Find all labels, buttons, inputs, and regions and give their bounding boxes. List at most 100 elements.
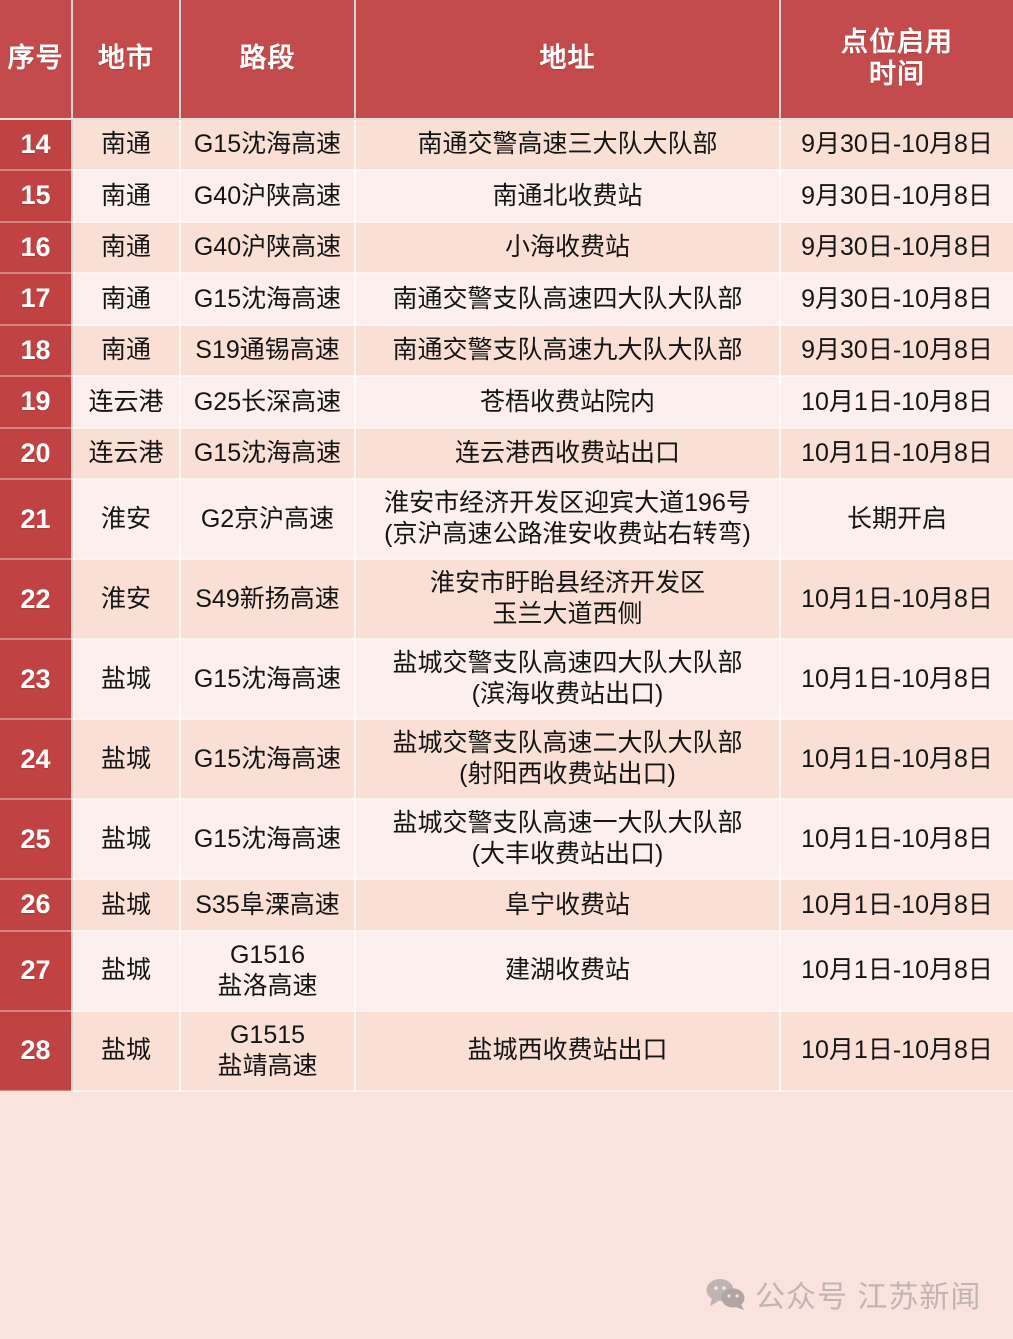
cell-seq: 28 [0,1010,73,1092]
cell-time: 10月1日-10月8日 [780,559,1013,641]
cell-road-line1: S35阜溧高速 [195,890,340,919]
cell-seq: 24 [0,719,73,801]
cell-road-line1: S19通锡高速 [195,336,340,365]
cell-address-line1: 南通交警支队高速九大队大队部 [392,336,743,365]
cell-road: S19通锡高速 [180,324,356,378]
cell-road: S35阜溧高速 [180,879,356,932]
cell-address: 建湖收费站 [355,930,781,1012]
cell-seq-line1: 25 [20,823,51,854]
cell-city-line1: 盐城 [100,824,151,853]
cell-seq: 27 [0,930,73,1012]
cell-time-line1: 10月1日-10月8日 [801,890,993,919]
cell-city: 南通 [72,324,181,378]
cell-city: 盐城 [72,639,181,721]
cell-seq-line1: 18 [20,334,51,365]
table-row: 21 淮安 G2京沪高速 淮安市经济开发区迎宾大道196号 (京沪高速公路淮安收费站右转… [0,479,1013,561]
cell-time-line1: 9月30日-10月8日 [801,233,993,262]
cell-address: 南通交警支队高速九大队大队部 [355,324,781,378]
cell-city: 盐城 [72,719,181,801]
table-row: 26 盐城 S35阜溧高速 阜宁收费站 10月1日-10月8日 [0,879,1013,932]
cell-address-line2: (滨海收费站出口) [471,680,664,709]
cell-city-line1: 盐城 [100,1036,151,1065]
cell-road: G1515 盐靖高速 [180,1010,356,1092]
cell-seq-line1: 14 [20,129,51,159]
cell-city-line1: 连云港 [88,439,164,468]
cell-address: 南通交警高速三大队大队部 [355,119,781,172]
cell-road: G40沪陕高速 [180,221,356,275]
cell-road-line2: 盐靖高速 [217,1051,318,1080]
cell-seq-line1: 28 [20,1035,51,1066]
table-row: 25 盐城 G15沈海高速 盐城交警支队高速一大队大队部 (大丰收费站出口) 10月1日-… [0,799,1013,881]
cell-city: 盐城 [72,930,181,1012]
cell-seq: 25 [0,799,73,881]
cell-seq: 26 [0,879,73,932]
cell-address-line2: (京沪高速公路淮安收费站右转弯) [384,520,751,549]
cell-address-line1: 盐城交警支队高速二大队大队部 [392,729,743,758]
cell-seq-line1: 27 [20,955,51,986]
cell-road-line1: G2京沪高速 [200,504,335,533]
header-row: 序号 地市 路段 地址 点位启用 时间 [0,0,1013,120]
table-row: 27 盐城 G1516 盐洛高速 建湖收费站 10月1日-10月8日 [0,930,1013,1012]
cell-road-line1: G15沈海高速 [193,130,342,159]
cell-road-line1: G40沪陕高速 [193,181,342,210]
cell-seq-line1: 22 [20,583,51,614]
cell-time-line1: 10月1日-10月8日 [801,744,993,773]
cell-seq-line1: 15 [20,180,51,211]
cell-road-line1: G1515 [229,1020,306,1049]
table-row: 14 南通 G15沈海高速 南通交警高速三大队大队部 9月30日-10月8日 [0,119,1013,172]
cell-time: 9月30日-10月8日 [780,221,1013,275]
wechat-icon [706,1278,746,1310]
cell-time: 9月30日-10月8日 [780,119,1013,172]
cell-road: G15沈海高速 [180,799,356,881]
cell-city-line1: 盐城 [100,956,151,985]
cell-address-line2: (大丰收费站出口) [471,840,664,869]
cell-seq-line1: 17 [20,283,51,314]
cell-road: G15沈海高速 [180,639,356,721]
cell-time: 10月1日-10月8日 [780,639,1013,721]
cell-seq-line1: 21 [20,503,51,534]
cell-address: 盐城交警支队高速四大队大队部 (滨海收费站出口) [355,639,781,721]
cell-address-line1: 建湖收费站 [504,956,630,985]
cell-seq: 17 [0,273,73,326]
cell-address: 盐城交警支队高速二大队大队部 (射阳西收费站出口) [355,719,781,801]
cell-address: 阜宁收费站 [355,879,781,932]
cell-seq-line1: 24 [20,743,51,774]
cell-seq: 22 [0,559,73,641]
table-row: 23 盐城 G15沈海高速 盐城交警支队高速四大队大队部 (滨海收费站出口) 10月1日-… [0,639,1013,721]
cell-address-line1: 南通交警高速三大队大队部 [417,130,718,159]
watermark-label: 公众号 江苏新闻 [755,1281,982,1314]
cell-seq: 15 [0,170,73,223]
cell-address-line1: 苍梧收费站院内 [479,387,655,416]
cell-time-line1: 10月1日-10月8日 [801,1036,993,1065]
cell-address: 南通北收费站 [355,170,781,223]
cell-road: S49新扬高速 [180,559,356,641]
cell-time-line1: 10月1日-10月8日 [801,439,993,468]
cell-city-line1: 淮安 [100,584,151,613]
cell-time-line1: 9月30日-10月8日 [801,284,993,313]
column-header-seq: 序号 [0,0,73,120]
cell-time-line1: 长期开启 [846,504,947,533]
cell-time-line1: 10月1日-10月8日 [801,956,993,985]
cell-address-line1: 小海收费站 [504,233,630,262]
cell-city: 连云港 [72,427,181,481]
cell-time: 10月1日-10月8日 [780,879,1013,932]
table-row: 17 南通 G15沈海高速 南通交警支队高速四大队大队部 9月30日-10月8日 [0,273,1013,326]
cell-city-line1: 盐城 [100,664,151,693]
table-header: 序号 地市 路段 地址 点位启用 时间 [0,0,1013,120]
cell-road: G15沈海高速 [180,119,356,172]
cell-city: 盐城 [72,1010,181,1092]
cell-address-line1: 盐城交警支队高速一大队大队部 [392,809,743,838]
column-header-time-line2: 时间 [869,59,925,89]
cell-time-line1: 10月1日-10月8日 [801,824,993,853]
cell-address: 南通交警支队高速四大队大队部 [355,273,781,326]
cell-address-line1: 连云港西收费站出口 [454,439,680,468]
cell-address-line1: 盐城交警支队高速四大队大队部 [392,649,743,678]
table-row: 15 南通 G40沪陕高速 南通北收费站 9月30日-10月8日 [0,170,1013,223]
table-row: 28 盐城 G1515 盐靖高速 盐城西收费站出口 10月1日-10月8日 [0,1010,1013,1092]
cell-time-line1: 9月30日-10月8日 [801,130,993,159]
table-row: 22 淮安 S49新扬高速 淮安市盱眙县经济开发区 玉兰大道西侧 10月1日-10月8日 [0,559,1013,641]
cell-address-line1: 淮安市盱眙县经济开发区 [429,569,705,598]
cell-time: 9月30日-10月8日 [780,170,1013,223]
cell-road-line1: S49新扬高速 [195,584,340,613]
